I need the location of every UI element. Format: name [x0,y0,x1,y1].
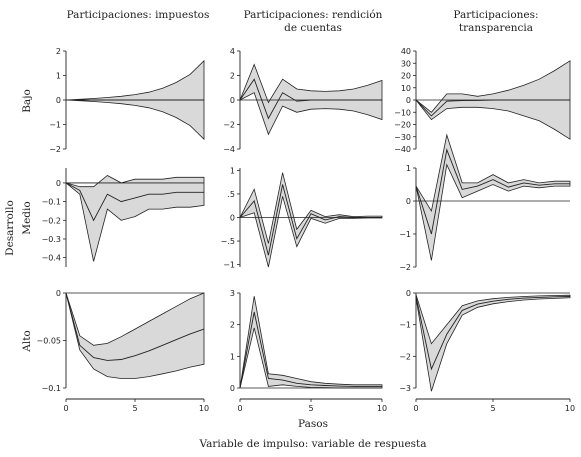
panel-0-0-y-tick-label: −1 [49,121,61,130]
panel-0-1: −4 −2 0 2 4 [223,47,383,154]
panel-1-0-y-tick-label: −0.3 [42,235,61,244]
panel-2-1-x-tick-label: 0 [237,404,242,413]
panels: −2−1012−4−2024−40−30−20−10010203040−0.4−… [36,47,575,413]
panel-0-2-irf-line [415,99,570,117]
col-title-1-line-1: de cuentas [284,22,342,34]
panel-0-2-y-tick-label: −40 [394,145,411,154]
panel-2-0-x-tick-label: 5 [132,404,137,413]
panel-1-0-y-tick-label: −0.1 [42,198,61,207]
x-axis-label: Pasos [298,418,328,430]
panel-0-2-y-tick-label: 30 [401,59,411,68]
panel-2-0-irf-line [65,292,205,361]
panel-2-2-y-tick-label: 0 [406,289,411,298]
panel-2-1-y-tick-label: 3 [230,289,235,298]
panel-2-2-irf-line [415,296,571,371]
panel-1-0-y-tick-label: −0.4 [42,254,61,263]
panel-1-1-y-tick-label: 1 [230,166,235,175]
panel-2-1-confidence-band [239,296,383,389]
panel-0-2-y-tick-label: 20 [401,72,411,81]
panel-0-0-y-tick-label: −2 [49,145,61,154]
panel-1-1-confidence-band [239,172,383,268]
panel-0-2-y-tick-label: −10 [394,108,411,117]
panel-0-1-y-tick-label: 2 [230,72,235,81]
panel-1-1-irf-line [239,184,382,256]
panel-1-2-irf-line [415,148,570,235]
panel-2-2-x-tick-label: 0 [413,404,418,413]
panel-2-2-y-tick-label: −3 [399,384,411,393]
panel-2-2-x-tick-label: 5 [490,404,495,413]
panel-0-1-y-tick-label: 0 [230,96,235,105]
panel-2-0-x-tick-label: 0 [63,404,68,413]
panel-2-0-y-tick-label: −0.05 [36,337,61,346]
panel-1-1: −1 −.5 0 .5 1 [221,166,383,270]
panel-2-2-y-tick-label: −2 [399,352,411,361]
panel-2-0-y-tick-label: 0 [56,289,61,298]
panel-0-0-y-tick-label: 2 [56,47,61,56]
panel-1-2: −2 −1 0 1 [399,133,571,272]
panel-2-1: 0 1 2 3 0 5 10 [230,289,387,413]
panel-1-1-y-tick-label: 0 [230,214,235,223]
panel-0-1-y-tick-label: −4 [223,145,235,154]
panel-1-2-y-tick-label: 1 [406,164,411,173]
panel-0-0-y-tick-label: 1 [56,72,61,81]
panel-2-1-irf-line [239,311,382,389]
panel-0-2-y-tick-label: 0 [406,96,411,105]
row-label-bajo: Bajo [21,89,33,113]
panel-0-2-y-tick-label: −30 [394,133,411,142]
panel-1-1-y-tick-label: −.5 [221,237,235,246]
panel-0-1-y-tick-label: 4 [230,47,235,56]
panel-0-2-y-tick-label: −20 [394,121,411,130]
panel-2-1-y-tick-label: 2 [230,321,235,330]
panel-1-2-y-tick-label: −1 [399,230,411,239]
panel-0-0: −2 −1 0 1 2 [49,47,205,154]
row-labels: Bajo Medio Alto Desarrollo [4,89,33,353]
panel-0-1-y-tick-label: −2 [223,121,235,130]
panel-2-0-y-tick-label: −0.1 [42,384,61,393]
group-label-desarrollo: Desarrollo [4,200,16,256]
panel-0-2-y-tick-label: 10 [401,84,411,93]
figure-caption: Variable de impulso: variable de respues… [198,438,426,450]
panel-2-2: −3 −2 −1 0 0 5 10 [399,289,575,413]
panel-1-0-irf-line [65,182,204,222]
row-label-alto: Alto [21,330,33,352]
panel-1-1-y-tick-label: −1 [223,261,235,270]
panel-1-2-y-tick-label: −2 [399,263,411,272]
panel-1-0-y-tick-label: −0.2 [42,216,61,225]
panel-2-0: −0.1 −0.05 0 0 5 10 [36,289,209,413]
panel-1-1-y-tick-label: .5 [227,190,235,199]
panel-2-0-x-tick-label: 10 [199,404,209,413]
panel-2-1-y-tick-label: 0 [230,384,235,393]
panel-1-0-y-tick-label: 0 [56,179,61,188]
panel-1-0-confidence-band [65,175,205,262]
panel-2-2-confidence-band [415,294,571,392]
row-label-medio: Medio [21,201,33,234]
col-title-1-line-0: Participaciones: rendición [244,9,383,21]
panel-1-0: −0.4 −0.3 −0.2 −0.1 0 [42,168,205,267]
col-title-0-line-0: Participaciones: impuestos [67,9,210,21]
col-title-2-line-0: Participaciones: [453,9,538,21]
panel-2-1-x-tick-label: 10 [377,404,387,413]
panel-0-1-irf-line [239,78,382,120]
panel-0-0-y-tick-label: 0 [56,96,61,105]
panel-2-1-x-tick-label: 5 [308,404,313,413]
column-titles: Participaciones: impuestos Participacion… [67,9,539,34]
col-title-2-line-1: transparencia [459,22,533,34]
panel-2-2-y-tick-label: −1 [399,321,411,330]
panel-0-2: −40 −30 −20 −10 0 10 20 30 40 [394,47,571,154]
panel-0-2-y-tick-label: 40 [401,47,411,56]
panel-1-2-confidence-band [415,133,571,261]
panel-2-2-x-tick-label: 10 [565,404,575,413]
panel-2-0-confidence-band [65,292,205,379]
panel-1-2-y-tick-label: 0 [406,197,411,206]
panel-2-1-y-tick-label: 1 [230,352,235,361]
